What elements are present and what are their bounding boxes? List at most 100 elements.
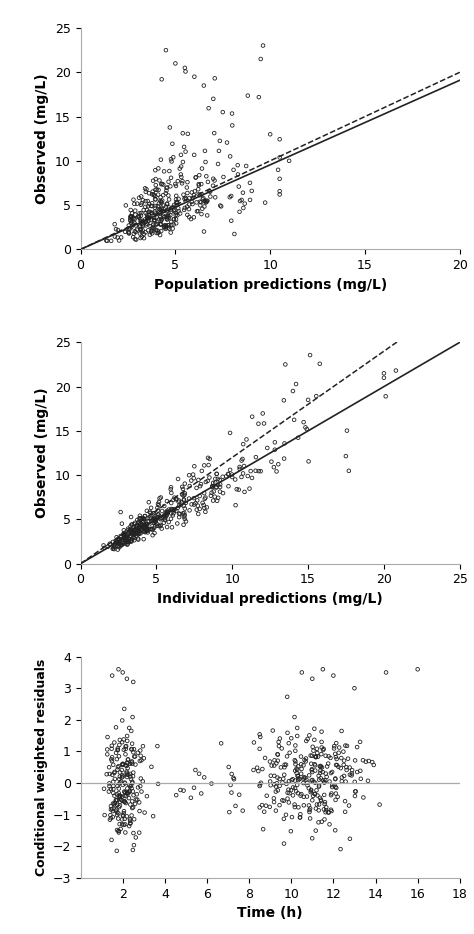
Point xyxy=(195,177,202,191)
Point xyxy=(137,231,144,246)
Point xyxy=(130,528,137,543)
Point xyxy=(209,479,216,494)
Point xyxy=(110,542,118,557)
Point xyxy=(293,762,301,777)
Point xyxy=(211,190,219,205)
Point xyxy=(191,459,198,474)
Point xyxy=(142,525,149,540)
Point xyxy=(115,233,123,248)
Point xyxy=(342,738,349,753)
Point xyxy=(181,476,189,491)
Point xyxy=(143,523,150,538)
Point xyxy=(305,798,313,813)
Point xyxy=(121,532,128,547)
Point xyxy=(146,504,154,519)
Point xyxy=(236,461,244,476)
Point xyxy=(102,234,110,248)
Point xyxy=(149,512,156,527)
Point xyxy=(134,525,142,540)
Point xyxy=(183,186,191,201)
Point xyxy=(120,743,128,757)
Point xyxy=(157,203,164,218)
Point xyxy=(178,479,186,494)
Point xyxy=(169,502,177,517)
Point xyxy=(210,126,218,141)
Point xyxy=(276,171,283,186)
Point xyxy=(311,775,319,790)
Point xyxy=(276,132,283,147)
Point xyxy=(261,195,269,210)
Point xyxy=(301,420,309,435)
Point xyxy=(143,182,150,197)
Point xyxy=(308,763,316,778)
Point xyxy=(180,488,187,503)
Point xyxy=(167,511,175,526)
Point xyxy=(260,416,268,431)
Point xyxy=(122,742,129,757)
Point xyxy=(178,495,186,510)
Point xyxy=(140,227,147,242)
Point xyxy=(168,502,176,517)
Point xyxy=(194,204,202,219)
Point xyxy=(107,811,115,826)
Point xyxy=(122,531,129,545)
Point xyxy=(131,797,139,812)
Point xyxy=(320,802,328,817)
Point xyxy=(178,170,185,185)
Point xyxy=(112,745,120,760)
Point xyxy=(147,224,155,239)
Point xyxy=(219,469,227,484)
Point xyxy=(270,791,278,806)
Point xyxy=(313,745,321,760)
Point xyxy=(114,535,121,550)
Point xyxy=(114,811,122,826)
Point xyxy=(134,745,142,760)
Point xyxy=(285,736,292,751)
Point xyxy=(122,739,129,754)
Point xyxy=(148,196,156,211)
Point xyxy=(128,742,135,757)
Point xyxy=(119,665,127,680)
Point xyxy=(160,177,167,192)
Point xyxy=(185,209,193,224)
Point xyxy=(182,64,189,79)
Point xyxy=(129,530,137,545)
Point xyxy=(131,204,139,219)
Point xyxy=(271,758,278,773)
Point xyxy=(340,753,348,768)
Point xyxy=(256,779,264,794)
Point xyxy=(321,795,329,810)
Point xyxy=(253,760,261,775)
Point xyxy=(122,534,130,549)
Point xyxy=(250,735,258,750)
Point xyxy=(169,221,176,236)
Point xyxy=(332,771,339,786)
Point xyxy=(116,765,124,780)
Point xyxy=(124,534,131,549)
Point xyxy=(311,757,319,771)
Point xyxy=(345,798,353,813)
Point xyxy=(348,763,356,778)
Point xyxy=(156,228,164,243)
Point xyxy=(286,745,293,760)
Point xyxy=(100,538,107,553)
Point xyxy=(121,536,129,551)
Point xyxy=(280,393,288,408)
Point xyxy=(207,488,215,503)
Point xyxy=(116,738,123,753)
Point xyxy=(128,755,136,770)
Point xyxy=(130,517,138,531)
Point xyxy=(162,510,169,525)
Point xyxy=(120,526,128,541)
Point xyxy=(127,221,134,236)
Point xyxy=(292,738,299,753)
Point xyxy=(116,776,123,791)
Point xyxy=(304,731,311,746)
Point xyxy=(160,210,168,225)
Point xyxy=(128,775,136,790)
Point xyxy=(255,90,263,105)
Point xyxy=(147,205,155,220)
Point xyxy=(138,511,146,526)
Point xyxy=(179,174,186,189)
Point xyxy=(106,779,113,794)
